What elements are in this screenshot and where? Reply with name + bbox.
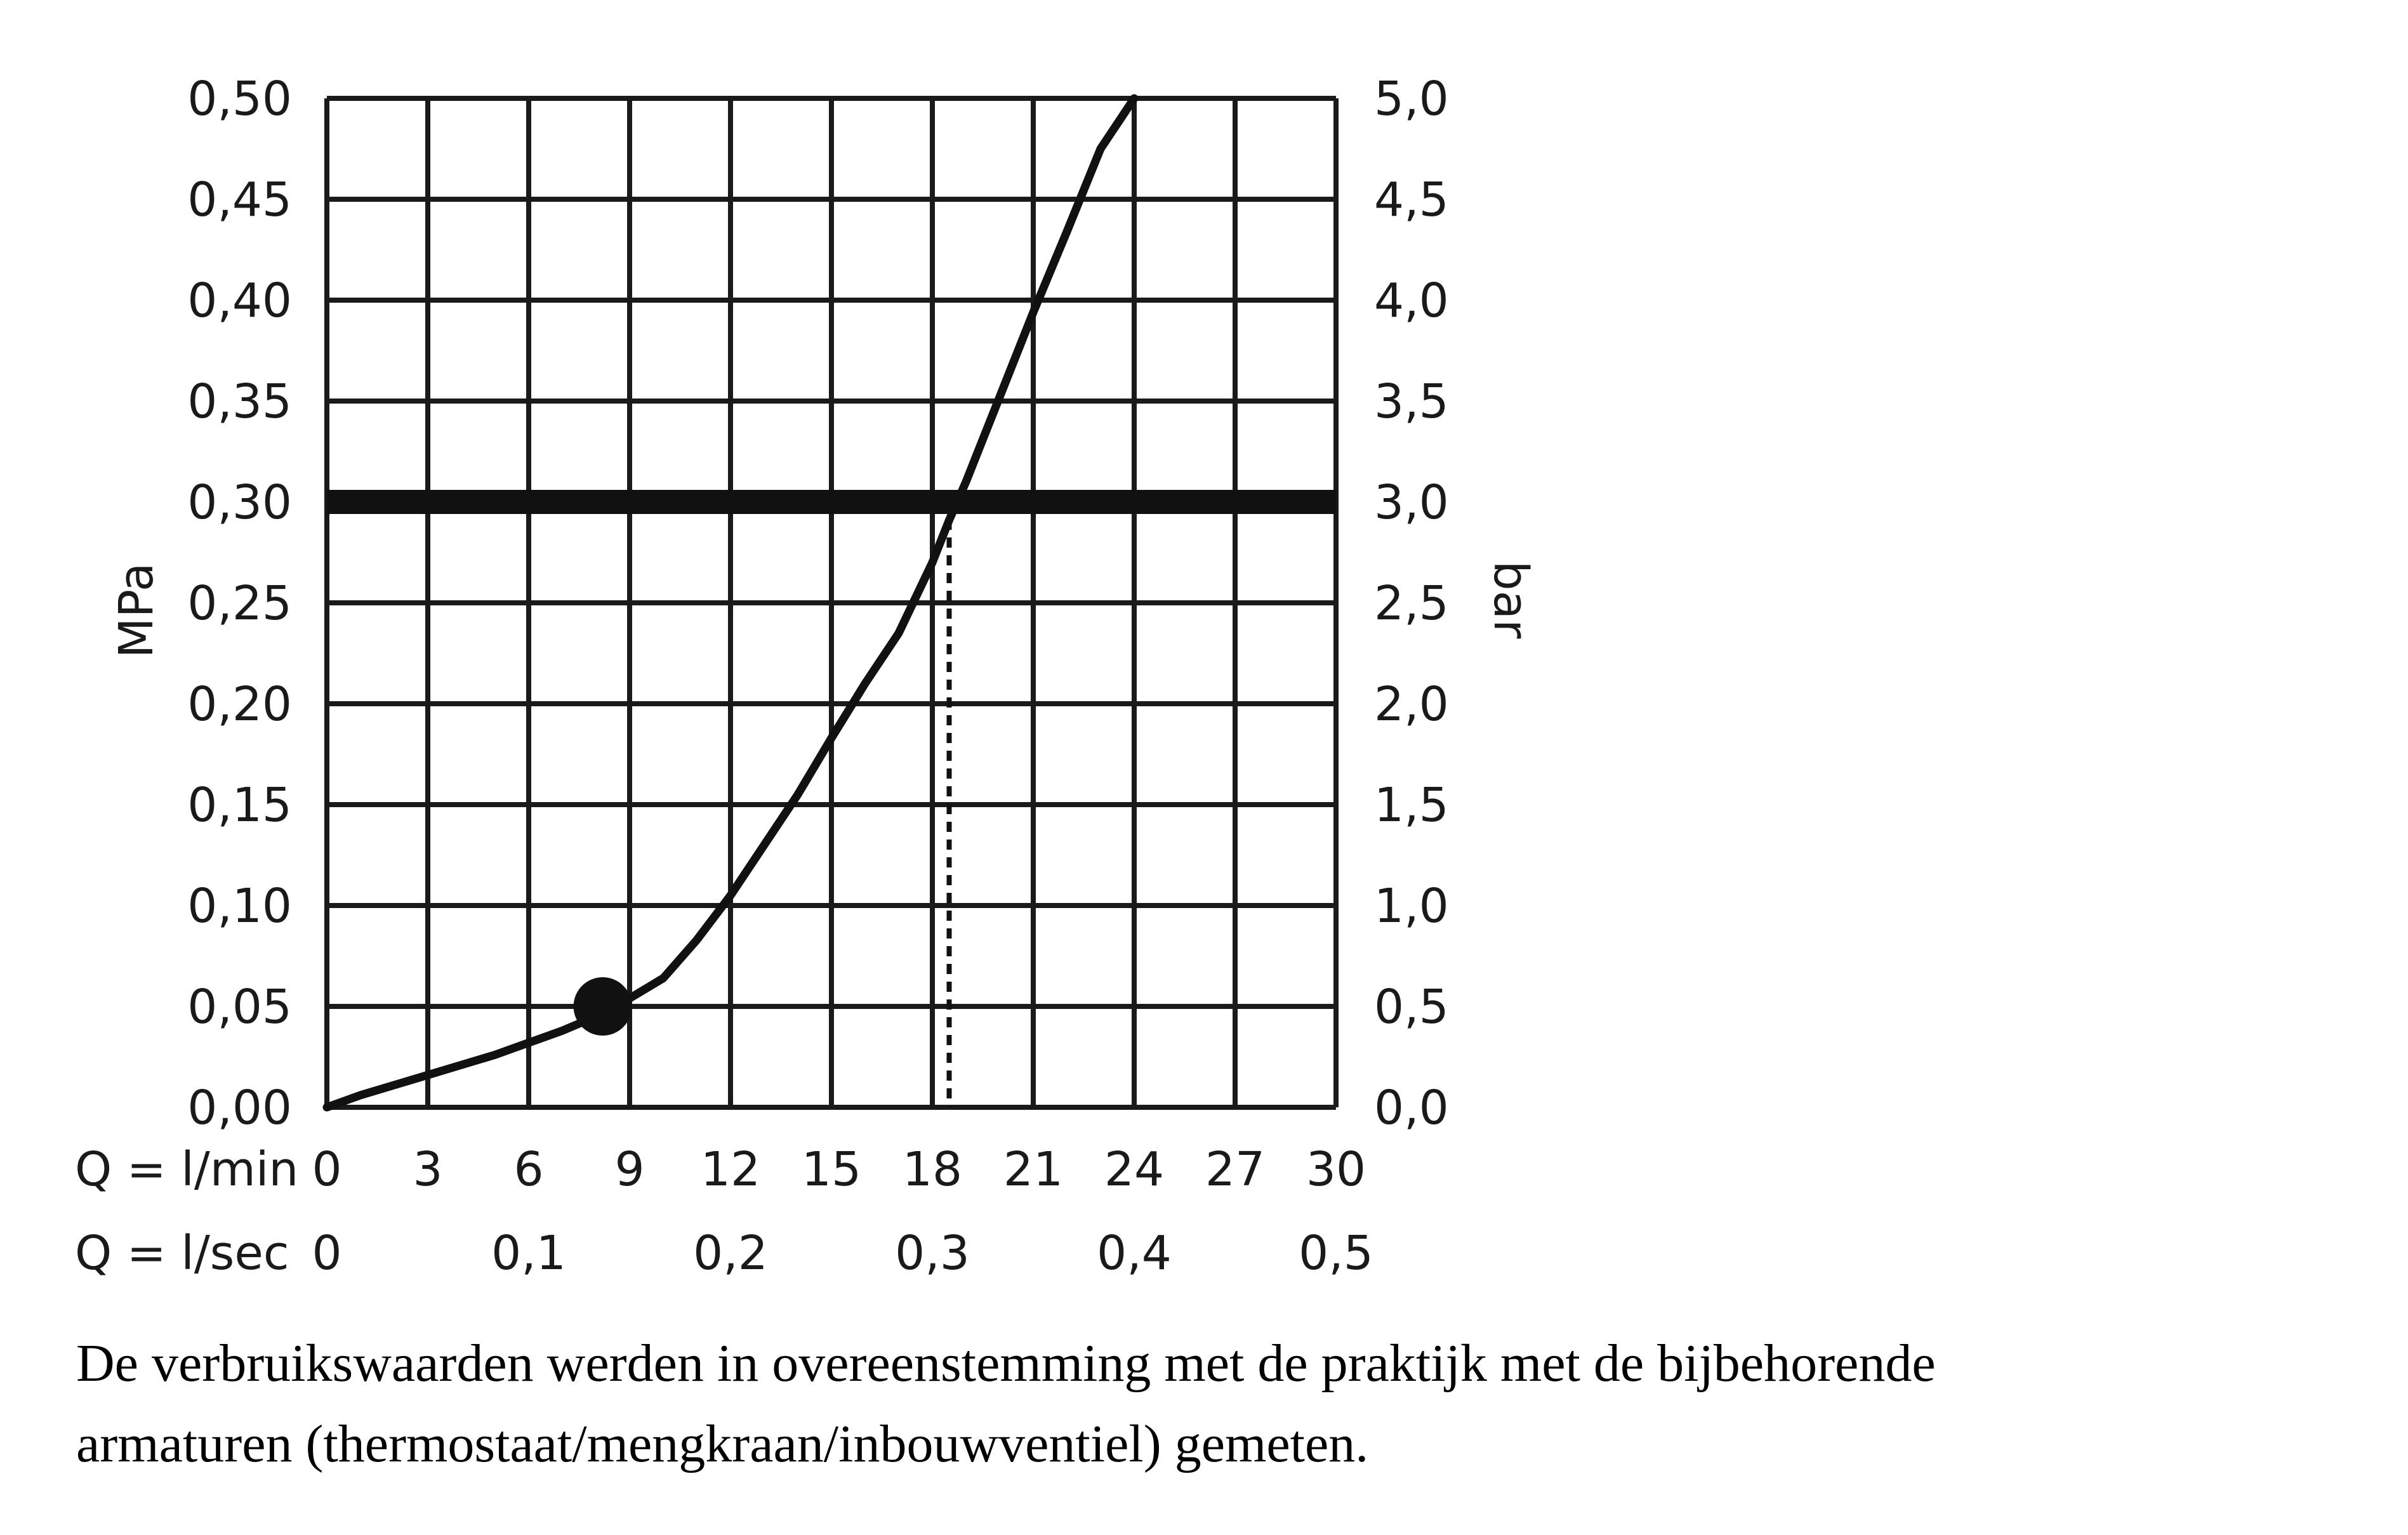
y-left-tick-label: 0,30 (187, 475, 292, 530)
x-lmin-tick-label: 0 (312, 1142, 341, 1197)
y-left-axis-title: MPa (109, 563, 164, 659)
y-right-tick-label: 3,0 (1374, 475, 1449, 530)
y-right-tick-label: 0,5 (1374, 980, 1449, 1034)
x-lsec-tick-label: 0,2 (693, 1226, 768, 1281)
y-left-tick-label: 0,40 (187, 273, 292, 328)
y-left-tick-label: 0,00 (187, 1081, 292, 1135)
caption-line-1: De verbruikswaarden werden in overeenste… (76, 1334, 1936, 1393)
y-left-tick-label: 0,50 (187, 72, 292, 126)
chart-grid (324, 96, 1339, 1110)
y-left-tick-label: 0,05 (187, 980, 292, 1034)
y-right-tick-label: 2,0 (1374, 677, 1449, 732)
series-line (322, 94, 1139, 1112)
x-lmin-tick-label: 30 (1306, 1142, 1366, 1197)
y-right-tick-label: 1,0 (1374, 879, 1449, 933)
x-lmin-tick-label: 15 (802, 1142, 861, 1197)
y-right-tick-label: 2,5 (1374, 576, 1449, 631)
x-lsec-tick-label: 0,1 (491, 1226, 566, 1281)
y-left-tick-label: 0,20 (187, 677, 292, 732)
y-left-tick-label: 0,15 (187, 778, 292, 833)
x-lmin-tick-label: 3 (413, 1142, 442, 1197)
x-lmin-tick-label: 9 (614, 1142, 644, 1197)
y-right-tick-label: 1,5 (1374, 778, 1449, 833)
x-lsec-tick-label: 0,4 (1097, 1226, 1172, 1281)
chart-series (322, 94, 1336, 1112)
y-right-tick-label: 3,5 (1374, 374, 1449, 429)
x-lmin-tick-label: 12 (701, 1142, 760, 1197)
x-lmin-tick-label: 18 (903, 1142, 962, 1197)
y-right-tick-label: 4,5 (1374, 173, 1449, 227)
y-left-tick-label: 0,45 (187, 173, 292, 227)
caption: De verbruikswaarden werden in overeenste… (76, 1323, 2298, 1484)
y-right-axis-title: bar (1483, 561, 1538, 639)
x-axis-lmin-title: Q = l/min (75, 1142, 298, 1197)
x-lmin-tick-label: 21 (1003, 1142, 1063, 1197)
y-left-tick-label: 0,10 (187, 879, 292, 933)
x-lsec-tick-label: 0 (312, 1226, 341, 1281)
caption-line-2: armaturen (thermostaat/mengkraan/inbouwv… (76, 1414, 1369, 1473)
y-right-tick-label: 5,0 (1374, 72, 1449, 126)
x-lsec-tick-label: 0,5 (1299, 1226, 1373, 1281)
x-lmin-tick-label: 24 (1104, 1142, 1164, 1197)
x-lsec-tick-label: 0,3 (895, 1226, 970, 1281)
y-left-tick-label: 0,35 (187, 374, 292, 429)
x-lmin-tick-label: 27 (1205, 1142, 1265, 1197)
operating-point-marker (573, 977, 632, 1036)
y-right-tick-label: 0,0 (1374, 1081, 1449, 1135)
x-axis-lsec-title: Q = l/sec (75, 1226, 289, 1281)
chart-labels: 0,000,050,100,150,200,250,300,350,400,45… (187, 72, 1448, 1281)
y-right-tick-label: 4,0 (1374, 273, 1449, 328)
y-left-tick-label: 0,25 (187, 576, 292, 631)
x-lmin-tick-label: 6 (513, 1142, 543, 1197)
